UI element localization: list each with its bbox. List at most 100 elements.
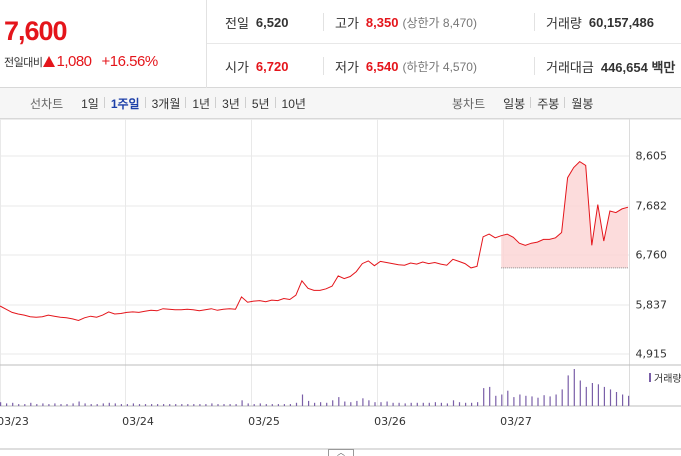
stat-amount: 거래대금 446,654 백만 (533, 44, 675, 88)
volume-bar (6, 403, 8, 406)
volume-bar (265, 404, 267, 406)
volume-bar (199, 404, 201, 406)
volume-bar (446, 403, 448, 406)
chart-period-toolbar: 선차트 1일 1주일 3개월 1년 3년 5년 10년 봉차트 일봉 주봉 월봉 (0, 88, 681, 119)
volume-bar (54, 403, 56, 406)
volume-bar (501, 394, 503, 406)
volume-bar (308, 400, 310, 406)
stat-label: 고가 (335, 15, 359, 31)
current-price-panel: 7,600 전일대비 1,080 +16.56% (0, 0, 207, 88)
volume-bar (144, 404, 147, 406)
x-tick-label: 03/25 (248, 415, 280, 428)
volume-bar (193, 404, 195, 406)
period-1y[interactable]: 1년 (185, 95, 216, 112)
volume-bar (30, 402, 32, 406)
stats-row-top: 전일 6,520 고가 8,350 (상한가 8,470) 거래량 60,157… (207, 0, 681, 44)
volume-bar (126, 404, 128, 406)
volume-bar (235, 404, 237, 406)
volume-bar (78, 401, 80, 406)
volume-bar (271, 404, 273, 406)
candle-chart-title: 봉차트 (452, 96, 486, 111)
stat-label: 저가 (335, 59, 359, 75)
volume-bar (368, 400, 370, 406)
volume-bar (350, 402, 352, 406)
stat-low: 저가 6,540 (하한가 4,570) (323, 44, 477, 88)
volume-bar (567, 375, 569, 406)
volume-bar (609, 389, 612, 406)
volume-swatch-icon (649, 373, 651, 382)
volume-bar (386, 401, 388, 406)
volume-bar (12, 402, 14, 406)
price-chart-svg (0, 119, 681, 450)
volume-bar (132, 403, 134, 406)
upper-limit: (상한가 8,470) (402, 15, 477, 30)
stats-row-bottom: 시가 6,720 저가 6,540 (하한가 4,570) 거래대금 446,6… (207, 44, 681, 88)
volume-bar (259, 403, 261, 406)
volume-bar (531, 396, 533, 406)
volume-bar (241, 400, 243, 406)
volume-bar (175, 404, 177, 406)
volume-bar (555, 394, 557, 406)
volume-bar (628, 395, 630, 406)
candle-weekly[interactable]: 주봉 (530, 95, 565, 112)
period-1d[interactable]: 1일 (81, 96, 99, 111)
volume-bar (513, 397, 515, 406)
chevron-up-icon: ︿ (337, 448, 345, 456)
volume-bar (489, 386, 491, 406)
period-5y[interactable]: 5년 (244, 95, 276, 112)
volume-bar (452, 400, 455, 406)
period-1w[interactable]: 1주일 (103, 95, 146, 112)
volume-bar (48, 404, 50, 406)
period-3y[interactable]: 3년 (215, 95, 246, 112)
volume-bar (344, 401, 346, 406)
x-tick-label: 03/26 (374, 415, 406, 428)
volume-bar (320, 402, 322, 406)
x-tick-label: 03/24 (122, 415, 154, 428)
volume-bar (495, 395, 497, 406)
change-rate: +16.56% (101, 53, 159, 70)
volume-bar (181, 404, 183, 406)
volume-bar (42, 403, 44, 406)
volume-bar (573, 369, 575, 406)
stats-grid: 전일 6,520 고가 8,350 (상한가 8,470) 거래량 60,157… (207, 0, 681, 88)
volume-bar (398, 402, 400, 406)
volume-bar (223, 404, 225, 406)
volume-bar (24, 404, 26, 406)
volume-bar (543, 395, 545, 406)
volume-bar (591, 383, 593, 406)
volume-legend-label: 거래량 (654, 374, 681, 385)
stat-volume: 거래량 60,157,486 (534, 0, 654, 44)
candle-daily[interactable]: 일봉 (503, 96, 526, 111)
volume-bar (362, 398, 364, 406)
y-tick-label: 7,682 (635, 199, 668, 213)
volume-bar (458, 402, 461, 406)
stat-high: 고가 8,350 (상한가 8,470) (323, 0, 477, 44)
stat-label: 거래량 (546, 15, 582, 31)
period-3m[interactable]: 3개월 (144, 95, 187, 112)
candle-monthly[interactable]: 월봉 (564, 95, 599, 112)
stat-value: 6,520 (255, 14, 289, 30)
volume-bar (102, 403, 104, 406)
volume-bar (18, 404, 20, 406)
volume-bar (585, 386, 587, 406)
price-chart[interactable]: 8,605 7,682 6,760 5,837 4,915 03/23 03/2… (0, 119, 681, 456)
volume-bar (332, 400, 334, 406)
volume-bar (314, 402, 316, 406)
volume-bar (404, 403, 406, 406)
period-10y[interactable]: 10년 (274, 95, 312, 112)
volume-bar (151, 404, 153, 406)
volume-bar (549, 396, 551, 406)
volume-bar (356, 400, 358, 406)
volume-bar (477, 402, 479, 406)
volume-bar (247, 403, 249, 406)
volume-bar (205, 404, 207, 406)
volume-bar (597, 384, 599, 406)
volume-bar (108, 402, 110, 406)
volume-bar (66, 404, 68, 406)
stat-value: 6,540 (365, 58, 399, 74)
chart-scroll-handle[interactable]: ︿ (328, 449, 354, 456)
stat-value: 60,157,486 (588, 14, 654, 30)
volume-bar (380, 402, 382, 406)
stat-value: 6,720 (255, 58, 289, 74)
y-tick-label: 5,837 (635, 298, 668, 312)
